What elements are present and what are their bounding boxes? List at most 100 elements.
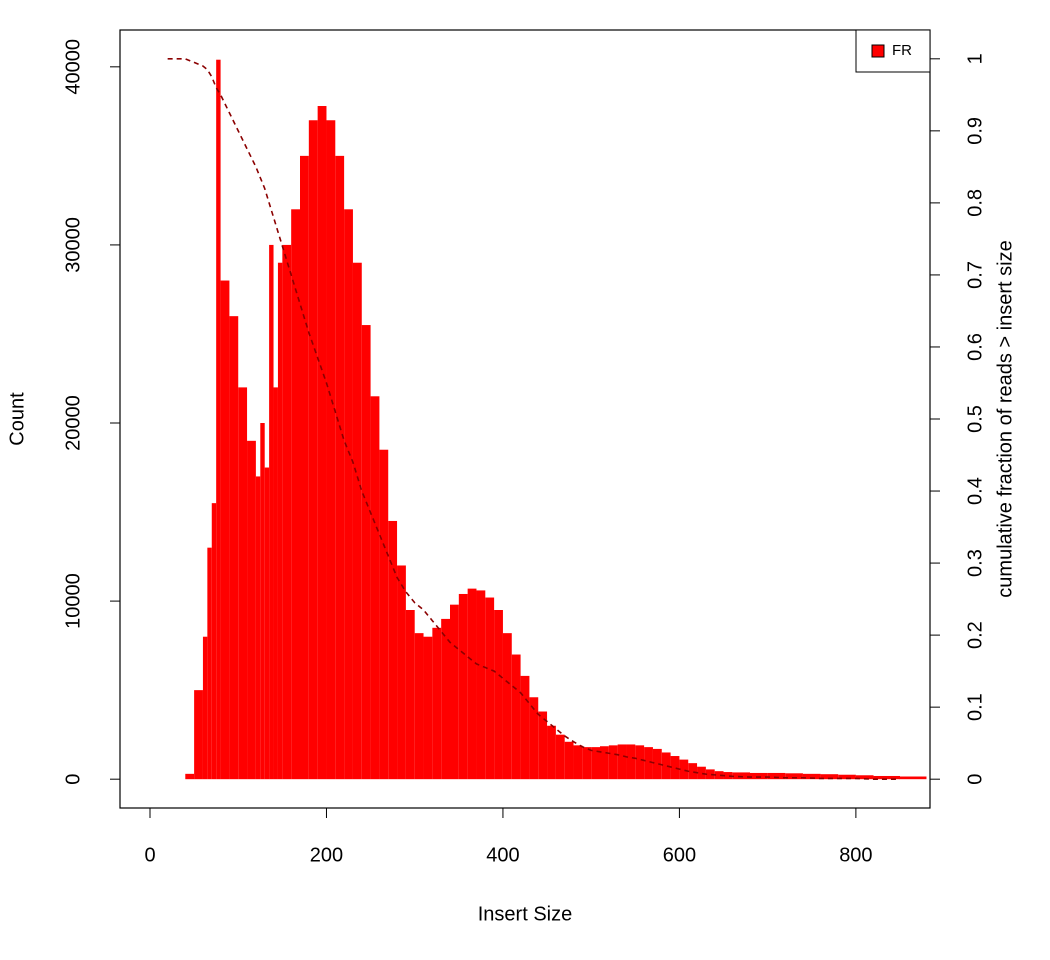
bar [873, 775, 900, 780]
bar [608, 745, 618, 780]
bar [538, 711, 548, 780]
bar [388, 520, 398, 780]
y2-tick-label: 0.3 [964, 549, 986, 577]
bar [207, 547, 212, 780]
bar [767, 772, 786, 780]
bar [335, 155, 345, 780]
bar [838, 774, 856, 780]
bar [379, 449, 389, 780]
bar [264, 467, 270, 780]
bar [785, 773, 803, 780]
bar [308, 120, 318, 780]
bar [485, 597, 495, 780]
x-tick-label: 200 [310, 844, 343, 866]
y2-tick-label: 0 [964, 774, 986, 785]
bar [705, 769, 715, 780]
bar [635, 745, 645, 780]
bar [467, 588, 477, 780]
bar [688, 763, 698, 780]
bar [423, 636, 433, 780]
x-axis-label: Insert Size [478, 903, 572, 925]
x-tick-label: 800 [839, 844, 872, 866]
y-tick-label: 30000 [62, 217, 84, 273]
bar [202, 636, 208, 780]
y2-tick-label: 0.6 [964, 333, 986, 361]
bar [555, 734, 565, 780]
bar [441, 618, 450, 780]
bar [582, 747, 592, 780]
bar [247, 440, 256, 780]
bar [600, 746, 609, 780]
y2-tick-label: 0.5 [964, 405, 986, 433]
bar [273, 387, 278, 780]
bar [291, 209, 300, 780]
bar [277, 262, 283, 780]
y2-axis-label: cumulative fraction of reads > insert si… [994, 240, 1016, 597]
y2-tick-label: 1 [964, 53, 986, 64]
bar [414, 633, 424, 780]
bar [432, 627, 442, 780]
bar [229, 316, 239, 780]
bar [405, 610, 415, 780]
y-tick-label: 20000 [62, 395, 84, 451]
y2-tick-label: 0.8 [964, 189, 986, 217]
bar [238, 387, 248, 780]
bar [300, 155, 309, 780]
bar [397, 565, 406, 780]
bar [194, 690, 203, 780]
legend: FR [855, 29, 931, 73]
x-tick-label: 0 [144, 844, 155, 866]
bar [255, 476, 261, 780]
x-tick-label: 600 [663, 844, 696, 866]
y-tick-label: 10000 [62, 573, 84, 629]
bar [185, 773, 195, 780]
bar [547, 725, 556, 780]
bar [723, 772, 733, 780]
bar [679, 759, 689, 780]
bar [626, 744, 636, 780]
bar [802, 773, 821, 780]
bar [652, 748, 662, 780]
bar [211, 503, 217, 780]
bar [732, 772, 750, 780]
bar [220, 280, 230, 780]
bar [450, 604, 459, 780]
y2-tick-label: 0.7 [964, 261, 986, 289]
cumulative-line [167, 58, 900, 780]
bar [529, 697, 539, 780]
y2-tick-label: 0.2 [964, 621, 986, 649]
bar [326, 120, 336, 780]
bar [573, 745, 583, 780]
bar [344, 209, 353, 780]
x-tick-label: 400 [486, 844, 519, 866]
y-tick-label: 0 [62, 774, 84, 785]
bar [352, 262, 362, 780]
y-tick-label: 40000 [62, 39, 84, 95]
bar [820, 774, 839, 780]
bar [670, 756, 680, 780]
legend-box [855, 29, 931, 73]
bar [617, 744, 627, 780]
y2-tick-label: 0.4 [964, 477, 986, 505]
bar [370, 396, 380, 780]
bar [644, 747, 653, 780]
bar [714, 771, 724, 780]
bar [361, 325, 371, 780]
bar [511, 654, 521, 780]
legend-label: FR [892, 42, 912, 59]
bar [591, 747, 600, 780]
bar [216, 59, 221, 780]
bar [661, 752, 671, 780]
y2-tick-label: 0.9 [964, 117, 986, 145]
bar [282, 244, 292, 780]
bar [476, 590, 486, 780]
bar [750, 772, 768, 780]
legend-swatch [871, 44, 885, 58]
bar [697, 766, 706, 780]
bar [900, 776, 927, 780]
bar [458, 593, 468, 780]
bar [502, 633, 512, 780]
y2-tick-label: 0.1 [964, 693, 986, 721]
bar [855, 775, 874, 780]
bar [260, 423, 265, 780]
